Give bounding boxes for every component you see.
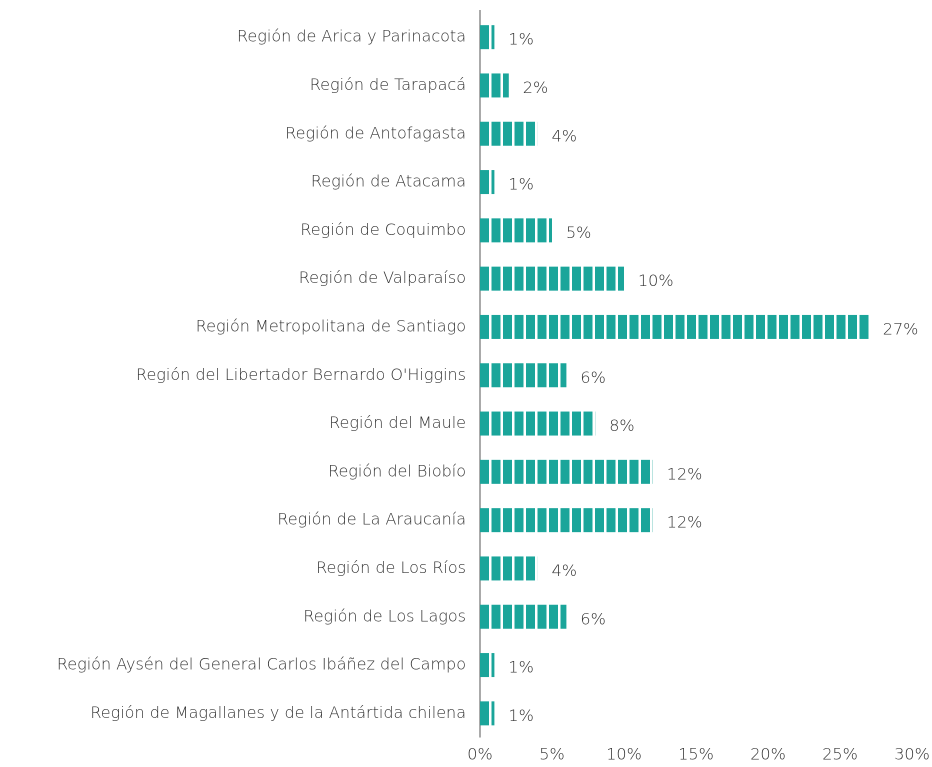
data-label: 12% [667, 513, 703, 532]
data-label: 2% [523, 78, 548, 97]
y-tick-label: Región de Los Ríos [316, 558, 466, 577]
y-tick-label: Región de Arica y Parinacota [237, 27, 466, 46]
x-tick-label: 5% [539, 745, 564, 764]
y-tick-label: Región de Atacama [311, 172, 466, 191]
data-label: 6% [580, 368, 605, 387]
y-tick-label: Región de Valparaíso [299, 268, 466, 287]
bar [480, 170, 495, 195]
data-label: 27% [883, 319, 919, 338]
bar [480, 266, 624, 291]
bar [480, 121, 538, 146]
bar [480, 604, 567, 629]
bar [480, 508, 653, 533]
y-tick-label: Región del Libertador Bernardo O'Higgins [136, 365, 466, 384]
data-label: 1% [508, 175, 533, 194]
data-label: 1% [508, 30, 533, 49]
data-label: 10% [638, 271, 674, 290]
data-label: 5% [566, 223, 591, 242]
data-label: 1% [508, 658, 533, 677]
y-tick-label: Región Aysén del General Carlos Ibáñez d… [57, 655, 466, 674]
bar [480, 363, 567, 388]
data-label: 6% [580, 609, 605, 628]
y-tick-label: Región del Biobío [328, 461, 466, 480]
y-tick-label: Región de Los Lagos [303, 606, 466, 625]
bar [480, 411, 596, 436]
bar [480, 701, 495, 726]
bar [480, 25, 495, 50]
y-tick-label: Región de Coquimbo [300, 220, 466, 239]
bar [480, 653, 495, 678]
x-tick-label: 0% [467, 745, 492, 764]
data-label: 1% [508, 706, 533, 725]
data-label: 4% [552, 126, 577, 145]
y-tick-label: Región de Antofagasta [285, 123, 466, 142]
y-tick-label: Región de Magallanes y de la Antártida c… [90, 703, 466, 722]
bar [480, 556, 538, 581]
y-tick-label: Región del Maule [329, 413, 466, 432]
x-tick-label: 15% [678, 745, 714, 764]
y-tick-label: Región de La Araucanía [277, 510, 466, 529]
x-tick-label: 25% [822, 745, 858, 764]
y-tick-label: Región Metropolitana de Santiago [196, 316, 466, 335]
bar [480, 73, 509, 98]
x-tick-label: 30% [894, 745, 930, 764]
data-label: 4% [552, 561, 577, 580]
x-tick-label: 20% [750, 745, 786, 764]
data-label: 8% [609, 416, 634, 435]
y-tick-label: Región de Tarapacá [310, 75, 466, 94]
x-tick-label: 10% [606, 745, 642, 764]
data-label: 12% [667, 464, 703, 483]
bar [480, 314, 869, 339]
bar [480, 459, 653, 484]
bar [480, 218, 552, 243]
